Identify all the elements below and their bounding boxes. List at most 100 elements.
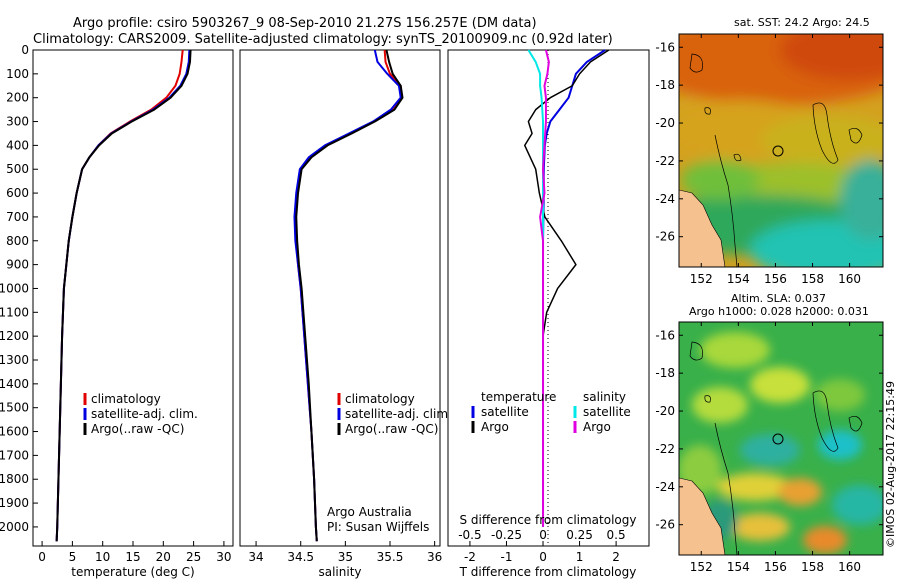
temperature-x-tick-label: 10	[95, 550, 110, 564]
salinity-x-tick-label: 35.5	[377, 550, 404, 564]
lat-tick-label: -20	[655, 404, 675, 418]
depth-tick-label: 2000	[0, 520, 29, 534]
t-difference-x-tick-label: 2	[612, 550, 620, 564]
lat-tick-label: -26	[655, 518, 675, 532]
depth-tick-label: 700	[6, 210, 29, 224]
legend-label-climatology: climatology	[345, 392, 415, 406]
t-difference-xlabel: T difference from climatology	[459, 565, 637, 579]
legend-label-s-argo: Argo	[583, 420, 611, 434]
sst-map-title: sat. SST: 24.2 Argo: 24.5	[734, 16, 870, 29]
temperature-xlabel: temperature (deg C)	[71, 565, 194, 579]
depth-tick-label: 1200	[0, 329, 29, 343]
lat-tick-label: -18	[655, 78, 675, 92]
sst-map: sat. SST: 24.2 Argo: 24.5	[655, 16, 884, 286]
depth-tick-label: 0	[21, 43, 29, 57]
temperature-x-tick-label: 20	[156, 550, 171, 564]
difference-panel: temperature salinity satellite Argo sate…	[447, 49, 650, 579]
lon-tick-label: 158	[801, 560, 824, 574]
sla-map-title-1: Altim. SLA: 0.037	[731, 292, 826, 305]
s-difference-x-tick-label: 0	[539, 528, 547, 542]
salinity-xlabel: salinity	[318, 565, 361, 579]
depth-tick-label: 600	[6, 186, 29, 200]
lon-tick-label: 152	[690, 560, 713, 574]
depth-tick-label: 200	[6, 91, 29, 105]
depth-tick-label: 1400	[0, 377, 29, 391]
lat-tick-label: -24	[655, 192, 675, 206]
sst-field	[679, 34, 883, 267]
temperature-legend: climatology satellite-adj. clim. Argo(..…	[83, 392, 198, 436]
argo-location-marker	[772, 433, 784, 445]
depth-tick-label: 800	[6, 234, 29, 248]
t-difference-x-tick-label: 0	[539, 550, 547, 564]
depth-tick-label: 1100	[0, 305, 29, 319]
s-difference-x-tick-label: -0.5	[458, 528, 481, 542]
lat-tick-label: -26	[655, 230, 675, 244]
sst-map-frame	[678, 33, 884, 268]
s-difference-x-tick-label: -0.25	[491, 528, 522, 542]
legend-label-t-satellite: satellite	[481, 405, 529, 419]
credit-pi: PI: Susan Wijffels	[327, 520, 429, 534]
legend-label-s-satellite: satellite	[583, 405, 631, 419]
salinity-x-tick-label: 34.5	[287, 550, 314, 564]
depth-tick-label: 300	[6, 115, 29, 129]
figure-title-1: Argo profile: csiro 5903267_9 08-Sep-201…	[73, 16, 537, 31]
temperature-axes-frame	[32, 49, 234, 547]
depth-tick-label: 400	[6, 138, 29, 152]
lat-tick-label: -20	[655, 116, 675, 130]
lat-tick-label: -24	[655, 480, 675, 494]
credit-argo-australia: Argo Australia	[327, 505, 412, 519]
depth-tick-label: 100	[6, 67, 29, 81]
temperature-x-tick-label: 25	[186, 550, 201, 564]
s-difference-x-tick-label: 0.5	[607, 528, 626, 542]
legend-label-argo: Argo(..raw -QC)	[345, 422, 438, 436]
temperature-x-tick-label: 30	[216, 550, 231, 564]
depth-tick-label: 900	[6, 258, 29, 272]
t-difference-x-tick-label: -2	[464, 550, 476, 564]
depth-tick-label: 1900	[0, 496, 29, 510]
lat-tick-label: -18	[655, 366, 675, 380]
depth-tick-label: 1800	[0, 472, 29, 486]
sla-map-frame	[678, 321, 884, 556]
legend-label-satellite: satellite-adj. clim.	[345, 407, 452, 421]
depth-tick-label: 1300	[0, 353, 29, 367]
depth-tick-label: 500	[6, 162, 29, 176]
watermark: ©IMOS 02-Aug-2017 22:15:49	[884, 381, 897, 548]
legend-head-temperature: temperature	[481, 390, 556, 404]
s-difference-label: S difference from climatology	[460, 513, 637, 527]
lon-tick-label: 154	[727, 560, 750, 574]
t-difference-x-tick-label: 1	[576, 550, 584, 564]
lon-tick-label: 156	[764, 560, 787, 574]
argo-location-marker	[772, 145, 784, 157]
salinity-x-tick-label: 36	[427, 550, 442, 564]
salinity-legend: climatology satellite-adj. clim. Argo(..…	[337, 392, 452, 436]
figure-title-2: Climatology: CARS2009. Satellite-adjuste…	[33, 32, 613, 47]
lon-tick-label: 154	[727, 272, 750, 286]
temperature-x-tick-label: 5	[69, 550, 77, 564]
series-line-argo-raw-qc-	[295, 49, 404, 542]
legend-label-climatology: climatology	[91, 392, 161, 406]
salinity-x-tick-label: 34	[248, 550, 263, 564]
salinity-panel: climatology satellite-adj. clim. Argo(..…	[239, 49, 452, 579]
lat-tick-label: -22	[655, 442, 675, 456]
salinity-axes-frame	[239, 49, 441, 547]
lon-tick-label: 158	[801, 272, 824, 286]
difference-legend: temperature salinity satellite Argo sate…	[471, 390, 631, 434]
depth-tick-label: 1700	[0, 448, 29, 462]
lat-tick-label: -16	[655, 328, 675, 342]
series-line-salinity-argo	[539, 49, 550, 527]
temperature-x-tick-label: 15	[125, 550, 140, 564]
lon-tick-label: 152	[690, 272, 713, 286]
temperature-panel: climatology satellite-adj. clim. Argo(..…	[32, 49, 234, 579]
s-difference-x-tick-label: 0.25	[566, 528, 593, 542]
temperature-x-tick-label: 0	[38, 550, 46, 564]
depth-tick-label: 1000	[0, 281, 29, 295]
sla-map: Altim. SLA: 0.037 Argo h1000: 0.028 h200…	[655, 292, 884, 574]
legend-label-satellite: satellite-adj. clim.	[91, 407, 198, 421]
series-line-argo-raw-qc-	[55, 49, 192, 542]
legend-label-t-argo: Argo	[481, 420, 509, 434]
lon-tick-label: 160	[838, 560, 861, 574]
depth-tick-label: 1600	[0, 425, 29, 439]
legend-head-salinity: salinity	[583, 390, 626, 404]
sla-field	[679, 322, 883, 555]
depth-tick-label: 1500	[0, 401, 29, 415]
